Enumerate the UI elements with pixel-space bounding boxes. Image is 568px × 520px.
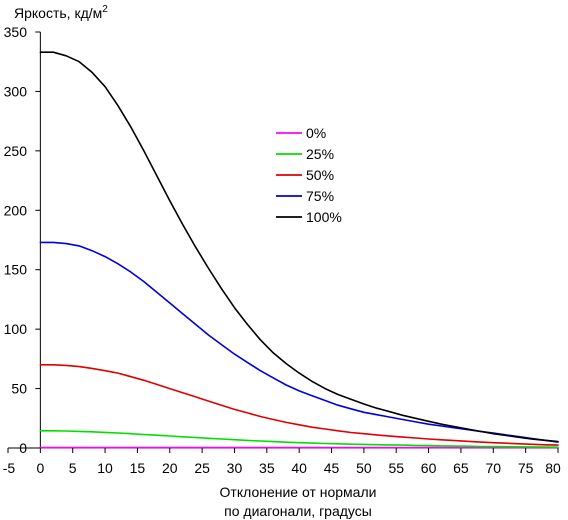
x-tick-label: 65 xyxy=(453,460,469,476)
y-axis-ticks: 0 50 100 150 200 250 300 350 xyxy=(4,24,41,456)
legend-label: 50% xyxy=(306,167,334,183)
y-tick-label: 300 xyxy=(4,83,28,99)
series-line-50% xyxy=(39,363,559,446)
y-tick-label: 250 xyxy=(4,143,28,159)
x-tick-label: 15 xyxy=(130,460,146,476)
plot-area xyxy=(8,32,559,449)
legend-label: 75% xyxy=(306,188,334,204)
y-tick-label: 200 xyxy=(4,202,28,218)
y-tick-label: 0 xyxy=(19,440,27,456)
x-tick-label: 10 xyxy=(97,460,113,476)
x-tick-label: -5 xyxy=(3,460,16,476)
x-tick-label: 30 xyxy=(227,460,243,476)
x-tick-label: 35 xyxy=(259,460,275,476)
x-tick-label: 70 xyxy=(486,460,502,476)
x-axis-label-line2: по диагонали, градусы xyxy=(224,503,372,519)
x-axis-label-line1: Отклонение от нормали xyxy=(220,484,377,500)
x-tick-label: 25 xyxy=(194,460,210,476)
legend-label: 25% xyxy=(306,146,334,162)
y-tick-label: 100 xyxy=(4,321,28,337)
x-tick-label: 0 xyxy=(36,460,44,476)
x-tick-label: 5 xyxy=(69,460,77,476)
x-tick-label: 75 xyxy=(518,460,534,476)
y-tick-label: 150 xyxy=(4,262,28,278)
x-tick-label: 20 xyxy=(162,460,178,476)
legend-label: 0% xyxy=(306,125,326,141)
x-tick-label: 50 xyxy=(356,460,372,476)
y-tick-label: 50 xyxy=(11,381,27,397)
series-line-25% xyxy=(39,429,559,449)
y-tick-label: 350 xyxy=(4,24,28,40)
x-tick-label: 60 xyxy=(421,460,437,476)
x-tick-label: 80 xyxy=(545,460,561,476)
x-tick-label: 45 xyxy=(324,460,340,476)
x-tick-label: 40 xyxy=(291,460,307,476)
legend: 0% 25% 50% 75% 100% xyxy=(276,125,342,225)
legend-label: 100% xyxy=(306,209,342,225)
y-axis-label: Яркость, кд/м2 xyxy=(14,4,108,21)
series-line-75% xyxy=(39,241,559,443)
x-tick-label: 55 xyxy=(388,460,404,476)
x-axis-ticks: -5 0 5 10 15 20 25 30 35 40 45 50 55 60 65 70 75 80 xyxy=(3,448,561,476)
series-line-100% xyxy=(39,51,559,443)
